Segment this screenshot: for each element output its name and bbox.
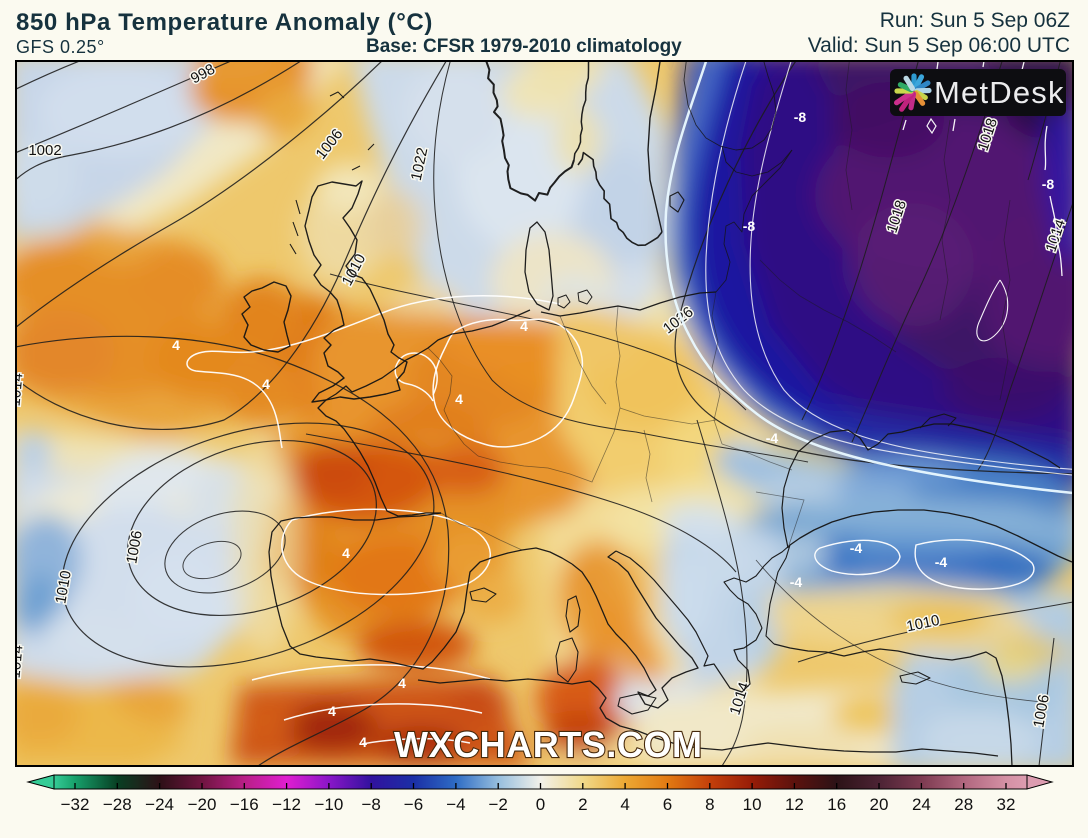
- svg-text:Base: CFSR 1979-2010 climatolo: Base: CFSR 1979-2010 climatology: [366, 36, 682, 57]
- svg-text:4: 4: [328, 703, 336, 719]
- svg-text:−16: −16: [230, 795, 259, 814]
- svg-text:−24: −24: [145, 795, 174, 814]
- svg-text:-4: -4: [850, 540, 863, 556]
- svg-text:2: 2: [578, 795, 587, 814]
- svg-text:WXCHARTS.COM: WXCHARTS.COM: [394, 724, 702, 765]
- svg-text:4: 4: [455, 391, 463, 407]
- svg-text:−20: −20: [188, 795, 217, 814]
- svg-text:24: 24: [912, 795, 931, 814]
- svg-text:-4: -4: [766, 430, 779, 446]
- svg-text:-8: -8: [794, 109, 807, 125]
- svg-text:12: 12: [785, 795, 804, 814]
- svg-text:4: 4: [359, 734, 367, 750]
- svg-text:8: 8: [705, 795, 714, 814]
- svg-text:4: 4: [172, 337, 180, 353]
- svg-text:28: 28: [954, 795, 973, 814]
- svg-text:32: 32: [997, 795, 1016, 814]
- svg-text:−4: −4: [446, 795, 465, 814]
- svg-text:−2: −2: [489, 795, 508, 814]
- svg-text:850 hPa Temperature Anomaly (°: 850 hPa Temperature Anomaly (°C): [16, 9, 433, 36]
- svg-text:−10: −10: [314, 795, 343, 814]
- svg-text:−8: −8: [362, 795, 381, 814]
- svg-text:10: 10: [743, 795, 762, 814]
- svg-text:-4: -4: [935, 554, 948, 570]
- svg-text:4: 4: [520, 318, 528, 334]
- svg-text:4: 4: [342, 545, 350, 561]
- svg-text:4: 4: [262, 376, 270, 392]
- svg-text:1002: 1002: [28, 142, 61, 159]
- svg-text:6: 6: [663, 795, 672, 814]
- svg-text:Run: Sun 5 Sep 06Z: Run: Sun 5 Sep 06Z: [880, 9, 1070, 32]
- svg-text:−28: −28: [103, 795, 132, 814]
- svg-text:0: 0: [536, 795, 545, 814]
- svg-text:16: 16: [827, 795, 846, 814]
- svg-text:−6: −6: [404, 795, 423, 814]
- svg-text:MetDesk: MetDesk: [934, 75, 1065, 110]
- svg-text:4: 4: [620, 795, 629, 814]
- svg-text:-8: -8: [1042, 176, 1055, 192]
- svg-text:GFS 0.25°: GFS 0.25°: [16, 37, 105, 57]
- svg-text:20: 20: [870, 795, 889, 814]
- svg-text:Valid: Sun 5 Sep 06:00 UTC: Valid: Sun 5 Sep 06:00 UTC: [808, 34, 1070, 57]
- svg-text:-8: -8: [743, 218, 756, 234]
- svg-text:−32: −32: [61, 795, 90, 814]
- svg-text:-4: -4: [790, 574, 803, 590]
- svg-text:4: 4: [398, 675, 406, 691]
- svg-text:−12: −12: [272, 795, 301, 814]
